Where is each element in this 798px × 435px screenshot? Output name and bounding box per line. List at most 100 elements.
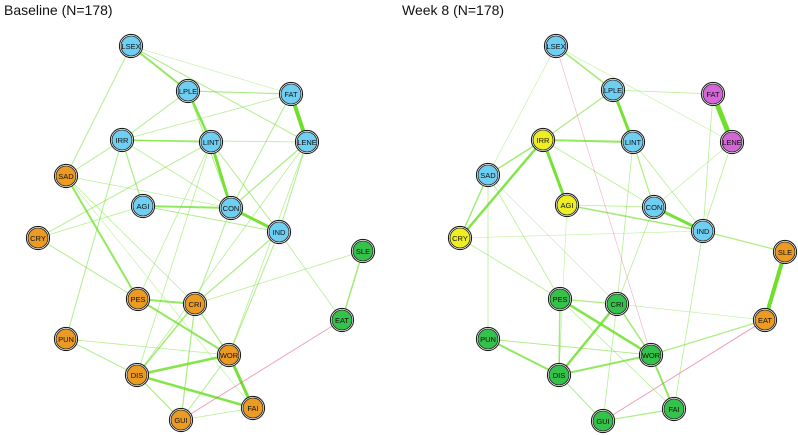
edge-cri-gui xyxy=(602,303,618,422)
edge-cry-lint xyxy=(37,141,212,239)
node-lple: LPLE xyxy=(175,78,201,104)
node-pun: PUN xyxy=(475,326,501,352)
node-label: CON xyxy=(646,203,663,212)
edge-pes-wor xyxy=(137,298,230,356)
edge-sad-cri xyxy=(65,175,196,305)
node-label: LSEX xyxy=(121,42,140,51)
panel-title-baseline: Baseline (N=178) xyxy=(4,2,113,18)
edge-sad-pes xyxy=(65,175,139,300)
node-label: SLE xyxy=(356,247,370,256)
node-label: SAD xyxy=(480,171,496,180)
node-pes: PES xyxy=(125,286,151,312)
node-label: CRY xyxy=(452,234,468,243)
edge-eat-gui xyxy=(602,319,766,422)
node-label: LINT xyxy=(203,138,220,147)
node-label: PES xyxy=(552,295,567,304)
edge-lsex-wor xyxy=(555,45,652,356)
edge-lene-wor xyxy=(228,141,308,356)
node-gui: GUI xyxy=(168,407,194,433)
edge-lene-ind xyxy=(278,141,308,233)
node-label: IRR xyxy=(537,136,551,145)
edge-pun-dis xyxy=(487,338,560,376)
node-con: CON xyxy=(641,194,667,220)
node-lple: LPLE xyxy=(600,77,626,103)
edge-eat-cri xyxy=(616,303,766,321)
node-label: EAT xyxy=(335,316,349,325)
node-fat: FAT xyxy=(700,81,726,107)
edge-lene-dis xyxy=(136,141,308,376)
node-label: CRY xyxy=(30,234,46,243)
node-label: FAT xyxy=(706,90,720,99)
edge-sad-cri xyxy=(487,174,618,305)
node-label: DIS xyxy=(131,371,144,380)
edge-lint-ind xyxy=(632,141,704,232)
edge-fai-gui xyxy=(180,407,254,421)
edge-lsex-lene xyxy=(555,45,733,143)
edge-fat-irr xyxy=(121,93,292,141)
edge-ind-wor xyxy=(228,231,280,356)
edge-irr-cry xyxy=(458,138,545,240)
node-label: FAT xyxy=(284,90,298,99)
edge-pun-wor xyxy=(487,338,652,356)
edge-agi-ind xyxy=(142,205,280,233)
node-label: SLE xyxy=(778,248,792,257)
node-label: PES xyxy=(130,295,145,304)
edge-irr-con xyxy=(542,139,655,208)
node-label: DIS xyxy=(553,371,566,380)
node-cri: CRI xyxy=(182,291,208,317)
edge-ind-cri xyxy=(194,231,280,305)
edge-cry-agi xyxy=(37,205,144,239)
edge-con-cri xyxy=(616,206,655,305)
edge-pun-wor xyxy=(65,338,230,356)
network-week8: LSEX LPLE FAT IRR LINT LENE SAD AGI CON CRY IND SLE… xyxy=(447,33,798,434)
node-ind: IND xyxy=(266,219,292,245)
node-gui: GUI xyxy=(590,408,616,434)
edge-eat-gui xyxy=(180,319,343,421)
node-cri: CRI xyxy=(604,291,630,317)
edge-lsex-sad xyxy=(487,45,557,176)
edge-sad-fai xyxy=(65,175,254,409)
edge-lple-fat xyxy=(187,90,292,95)
node-label: CRI xyxy=(189,300,202,309)
edge-dis-fai xyxy=(135,373,255,410)
edge-irr-lint xyxy=(542,139,634,143)
edge-agi-con xyxy=(142,205,232,209)
edge-pes-fai xyxy=(559,298,675,410)
node-dis: DIS xyxy=(546,362,572,388)
node-label: IND xyxy=(697,227,711,236)
edge-eat-wor xyxy=(650,319,766,356)
edge-lint-ind xyxy=(210,141,280,233)
node-label: CRI xyxy=(611,300,624,309)
edge-cri-dis xyxy=(557,302,619,377)
node-label: AGI xyxy=(561,201,574,210)
edge-gui-wor xyxy=(180,354,230,421)
node-pun: PUN xyxy=(53,326,79,352)
edge-irr-lple xyxy=(121,90,189,141)
node-lint: LINT xyxy=(620,129,646,155)
edge-cri-lint xyxy=(616,141,634,305)
edge-sle-cri xyxy=(194,250,364,305)
node-fat: FAT xyxy=(278,81,304,107)
node-label: PUN xyxy=(480,335,496,344)
edge-lene-con xyxy=(230,141,308,209)
node-label: LSEX xyxy=(546,42,565,51)
node-label: FAI xyxy=(247,404,258,413)
edge-sad-con xyxy=(65,175,232,209)
node-label: FAI xyxy=(668,405,679,414)
edge-ind-sle xyxy=(702,230,786,253)
edge-con-cri xyxy=(194,207,232,305)
node-label: LENE xyxy=(722,138,742,147)
node-label: AGI xyxy=(137,202,150,211)
node-sad: SAD xyxy=(475,162,501,188)
node-label: SAD xyxy=(58,172,74,181)
node-label: LENE xyxy=(297,138,317,147)
node-sle: SLE xyxy=(772,239,798,265)
node-ind: IND xyxy=(690,218,716,244)
edge-pes-wor xyxy=(558,297,653,357)
edge-dis-wor xyxy=(135,353,231,377)
node-lsex: LSEX xyxy=(118,33,144,59)
edge-lene-ind xyxy=(702,141,733,232)
node-label: PUN xyxy=(58,335,74,344)
node-label: GUI xyxy=(596,417,609,426)
edge-sad-lsex xyxy=(65,45,132,177)
